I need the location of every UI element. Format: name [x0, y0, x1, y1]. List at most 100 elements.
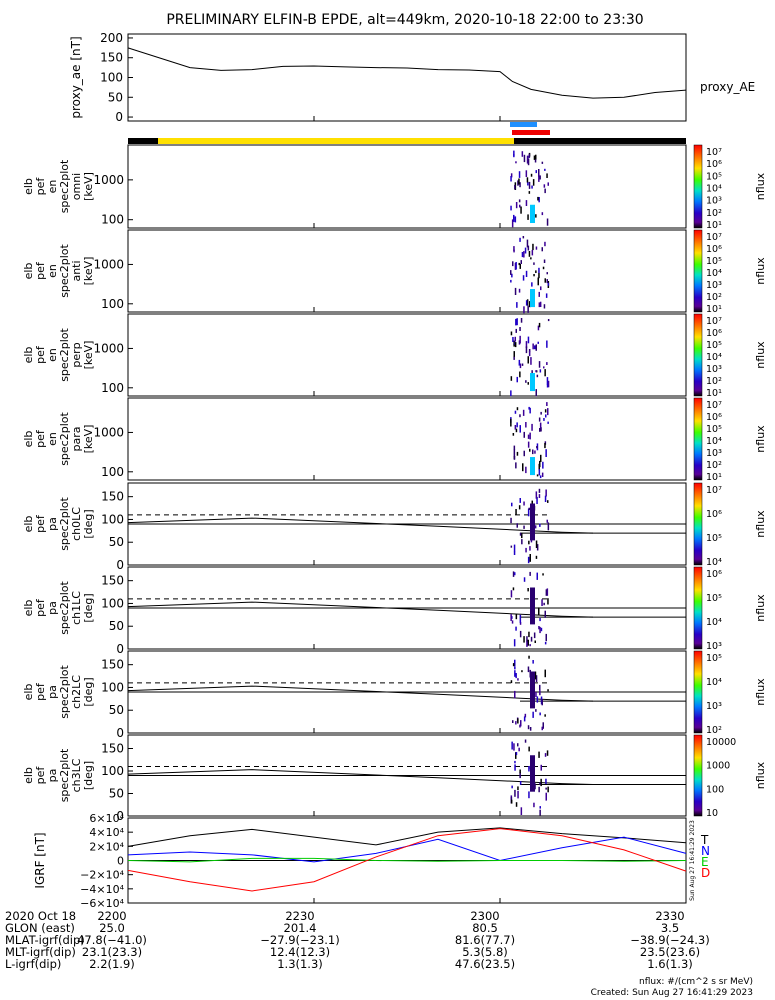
panel-6-spectrogram-pixel: [541, 599, 543, 606]
panel-4-spectrogram-pixel: [531, 423, 533, 431]
panel-5-spectrogram-pixel: [511, 502, 513, 507]
panel-5-ylabel-line: spec2plot: [58, 497, 71, 551]
igrf-series-e: [127, 857, 687, 863]
panel-4-frame: [127, 397, 687, 481]
panel-8-spectrogram-pixel: [517, 743, 519, 747]
panel-5-spectrogram-pixel: [547, 500, 549, 503]
panel-2-spectrogram-pixel: [537, 277, 539, 286]
proxy-ae-ytick-label: 0: [115, 110, 123, 124]
panel-7-colorbar-label: nflux: [754, 678, 767, 706]
panel-4-spectrogram-pixel: [515, 462, 517, 469]
proxy-ae-legend: proxy_AE: [700, 80, 755, 94]
panel-8-ytick-label: 150: [101, 742, 124, 756]
panel-2-spectrogram-pixel: [533, 262, 535, 265]
panel-3-spectrogram-pixel: [525, 380, 527, 383]
panel-7-ylabel-line: ch2LC: [70, 675, 83, 709]
panel-7-spectrogram-pixel: [524, 713, 527, 718]
panel-1-spectrogram-pixel: [527, 214, 529, 220]
panel-2-spectrogram-pixel: [527, 245, 530, 251]
igrf-ytick-label: 4×10⁴: [89, 826, 124, 839]
panel-3-spectrogram-pixel: [546, 362, 548, 365]
panel-2-spectrogram-pixel: [518, 262, 520, 266]
panel-8-spectrogram-pixel: [545, 778, 547, 784]
panel-7-spectrogram-pixel: [539, 690, 541, 696]
panel-6-spectrogram-pixel: [510, 614, 512, 621]
panel-5-spectrogram-pixel: [527, 556, 530, 564]
panel-4-ylabel-line: elb: [22, 431, 35, 448]
panel-4-core-flux: [530, 457, 535, 476]
panel-4-spectrogram-pixel: [543, 418, 545, 421]
panel-3-spectrogram-pixel: [510, 390, 512, 397]
panel-5-spectrogram-pixel: [521, 539, 523, 545]
panel-2-colorbar-tick: 10¹: [706, 304, 722, 315]
panel-2-spectrogram-pixel: [531, 249, 534, 256]
panel-3-spectrogram-pixel: [538, 361, 541, 368]
panel-2-spectrogram-pixel: [522, 236, 525, 239]
panel-2-spectrogram-pixel: [541, 247, 543, 252]
panel-5-ytick-label: 50: [109, 535, 124, 549]
panel-4-spectrogram-pixel: [519, 414, 521, 418]
panel-3-spectrogram-pixel: [519, 363, 522, 369]
panel-2-spectrogram-pixel: [546, 279, 548, 284]
panel-2-spectrogram-pixel: [538, 267, 540, 274]
footer-cell: 23.1(23.3): [81, 945, 143, 959]
panel-8-ytick-label: 100: [101, 764, 124, 778]
panel-3-colorbar-tick: 10⁴: [706, 352, 722, 363]
panel-4-spectrogram-pixel: [540, 427, 542, 432]
panel-4-ylabel-line: [keV]: [82, 425, 95, 454]
panel-5-ylabel-line: elb: [22, 516, 35, 533]
panel-8-spectrogram-pixel: [519, 769, 521, 774]
igrf-ytick-label: 2×10⁴: [89, 840, 124, 853]
panel-3-spectrogram-pixel: [527, 382, 529, 385]
panel-1-spectrogram-pixel: [526, 177, 529, 183]
panel-2-colorbar-tick: 10⁵: [706, 256, 722, 267]
panel-3-spectrogram-pixel: [530, 357, 532, 365]
panel-4-spectrogram-pixel: [538, 469, 541, 476]
panel-2-spectrogram-pixel: [525, 300, 528, 306]
panel-1-spectrogram-pixel: [546, 173, 548, 178]
panel-8-colorbar-label: nflux: [754, 761, 767, 789]
panel-2-spectrogram-pixel: [515, 262, 517, 270]
footer-cell: 2230: [285, 909, 315, 923]
panel-7-ytick-label: 50: [109, 703, 124, 717]
footer-row-label: L-igrf(dip): [5, 957, 62, 971]
panel-2-spectrogram-pixel: [527, 305, 529, 313]
panel-3-ylabel-line: perp: [70, 342, 83, 367]
panel-8-ylabel-line: elb: [22, 767, 35, 784]
panel-4-spectrogram-pixel: [523, 431, 525, 438]
panel-6-colorbar-label: nflux: [754, 594, 767, 622]
panel-1-colorbar: [693, 144, 703, 229]
panel-5-ytick-label: 100: [101, 512, 124, 526]
panel-7-spectrogram-pixel: [539, 712, 541, 716]
panel-3-spectrogram-pixel: [537, 325, 540, 331]
panel-7-spectrogram-pixel: [547, 689, 549, 692]
panel-7-spectrogram-pixel: [528, 655, 530, 659]
panel-6-colorbar-tick: 10³: [706, 641, 722, 652]
panel-6-ylabel-line: elb: [22, 600, 35, 617]
panel-1-spectrogram-pixel: [511, 219, 514, 228]
panel-6-ytick-label: 150: [101, 574, 124, 588]
panel-1-spectrogram-pixel: [518, 178, 520, 185]
footer-cell: 2300: [470, 909, 500, 923]
footer-cell: 2.2(1.9): [89, 957, 135, 971]
panel-8-spectrogram-pixel: [546, 750, 549, 756]
panel-2-spectrogram-pixel: [510, 270, 512, 275]
panel-3-colorbar-label: nflux: [754, 341, 767, 369]
panel-5-colorbar-tick: 10⁶: [706, 509, 722, 520]
panel-6-spectrogram-pixel: [533, 632, 536, 639]
panel-4-spectrogram-pixel: [546, 402, 548, 406]
panel-3-spectrogram-pixel: [528, 349, 531, 353]
panel-8-spectrogram-pixel: [534, 783, 536, 790]
panel-5-ylabel-line: pa: [46, 517, 59, 531]
footer-cell: 23.5(23.6): [639, 945, 701, 959]
panel-7-spectrogram-pixel: [541, 699, 543, 706]
panel-5-spectrogram-pixel: [515, 509, 517, 515]
panel-5-spectrogram-pixel: [527, 508, 530, 517]
panel-3-spectrogram-pixel: [520, 318, 523, 323]
panel-4-ytick-label: 100: [101, 465, 124, 479]
panel-4-colorbar-tick: 10¹: [706, 472, 722, 483]
igrf-ytick-label: 6×10⁴: [89, 812, 124, 825]
panel-1-spectrogram-pixel: [543, 184, 546, 188]
panel-5-spectrogram-pixel: [513, 544, 516, 553]
panel-8-spectrogram-pixel: [515, 752, 517, 759]
